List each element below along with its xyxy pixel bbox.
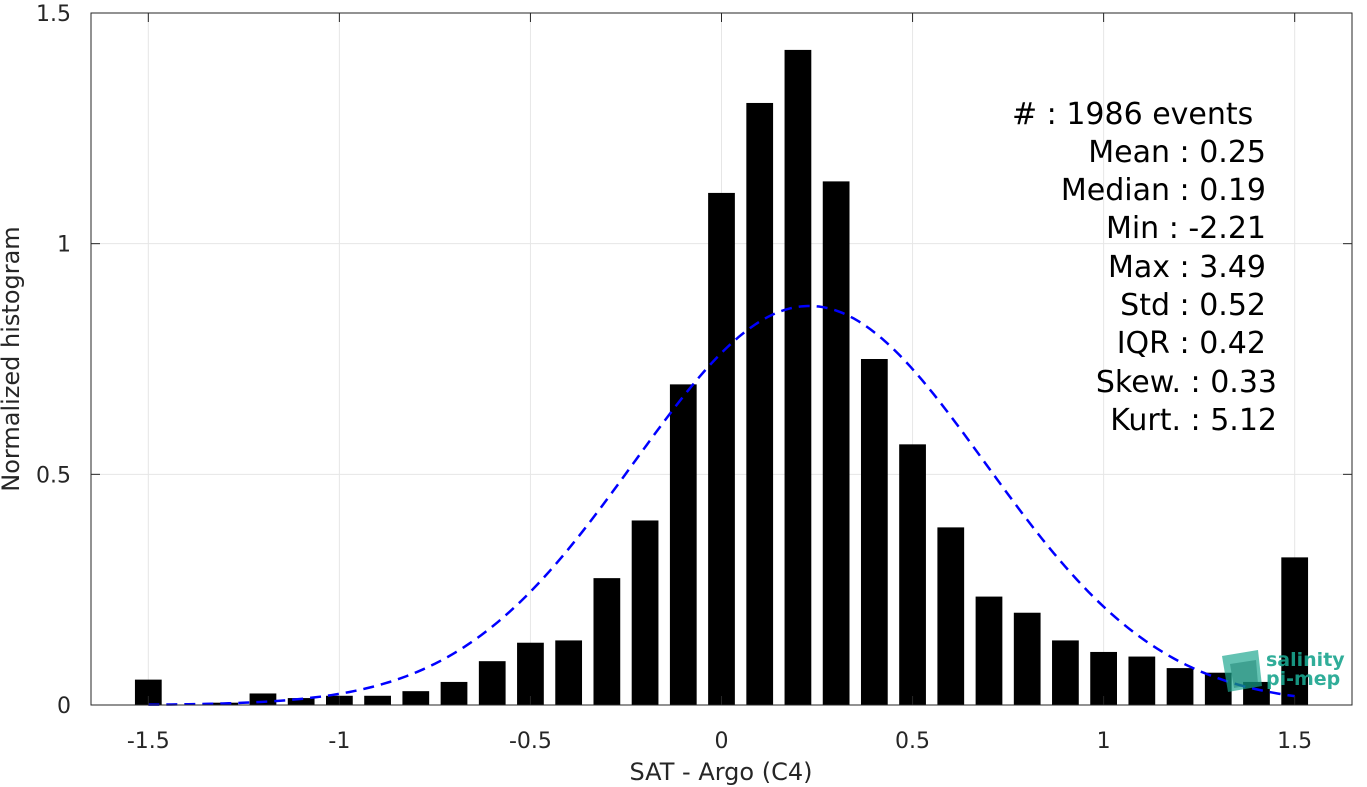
histogram-bar [364,695,391,705]
stat-iqr: IQR : 0.42 [1117,326,1266,361]
x-tick-label: 0.5 [895,729,930,754]
stat-std: Std : 0.52 [1120,288,1266,323]
histogram-bar [249,693,277,705]
histogram-bar [402,691,430,705]
x-tick-label: 1 [1097,729,1111,754]
x-tick-label: 1.5 [1277,729,1312,754]
x-tick-label: 0 [715,729,729,754]
histogram-bar [1128,656,1156,705]
histogram-bar [822,181,850,706]
logo-line1: salinity [1266,649,1345,671]
axis-ticks [91,12,1352,706]
histogram-bar [478,661,506,705]
histogram-bar [975,596,1003,705]
stat-skew: Skew. : 0.33 [1096,365,1277,400]
histogram-bar [860,359,888,705]
y-tick-label: 0 [57,694,71,719]
histogram-bar [593,578,621,705]
statistics-annotation: # : 1986 events Mean : 0.25 Median : 0.1… [1012,97,1277,438]
stat-mean: Mean : 0.25 [1088,135,1266,170]
y-tick-labels: 0 0.5 1 1.5 [36,2,71,719]
histogram-bar [517,642,544,705]
stat-kurt: Kurt. : 5.12 [1110,403,1277,438]
y-axis-title: Normalized histogram [0,226,25,491]
histogram-bar [1281,557,1309,705]
histogram-bar [669,384,697,705]
logo-line2: pi-mep [1266,668,1340,690]
stat-events: # : 1986 events [1012,97,1253,132]
histogram-bars [134,49,1309,706]
histogram-bar [746,102,774,705]
x-axis-title: SAT - Argo (C4) [630,758,813,786]
histogram-bar [1052,640,1079,705]
salinity-pimep-logo: salinity pi-mep [1222,649,1345,692]
histogram-bar [708,192,735,706]
x-tick-labels: -1.5 -1 -0.5 0 0.5 1 1.5 [127,729,1312,754]
x-tick-label: -0.5 [509,729,552,754]
histogram-bar [937,527,965,705]
logo-emblem-shade-icon [1230,660,1258,688]
histogram-bar [287,698,315,705]
histogram-bar [1013,612,1041,705]
stat-max: Max : 3.49 [1108,250,1266,285]
x-tick-label: -1 [328,729,350,754]
histogram-bar [555,640,583,705]
histogram-bar [899,444,926,705]
y-tick-label: 1 [57,233,71,258]
stat-min: Min : -2.21 [1106,211,1266,246]
stat-median: Median : 0.19 [1061,173,1266,208]
y-tick-label: 1.5 [36,2,71,27]
histogram-bar [440,681,468,705]
histogram-bar [1166,668,1194,705]
normal-fit-curve [148,304,1295,706]
y-tick-label: 0.5 [36,463,71,488]
x-tick-label: -1.5 [127,729,170,754]
histogram-bar [631,520,659,705]
histogram-bar [784,49,812,705]
